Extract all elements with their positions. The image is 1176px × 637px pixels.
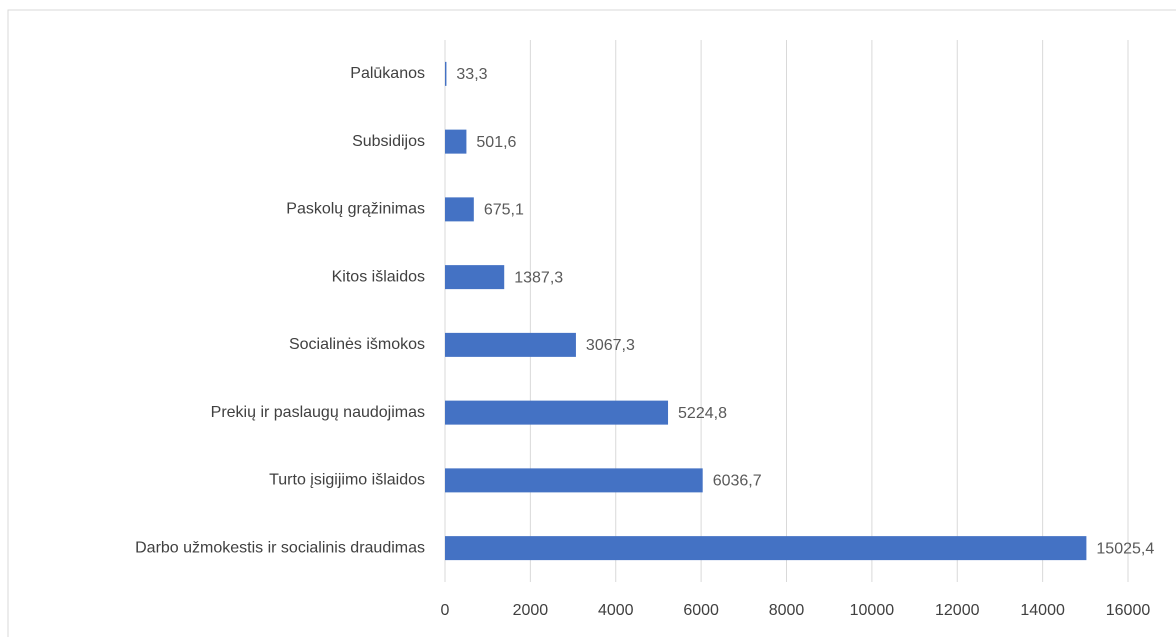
bar: [445, 468, 703, 493]
bar: [445, 129, 467, 154]
y-tick-label: Turto įsigijimo išlaidos: [269, 472, 425, 489]
bar: [445, 265, 505, 290]
y-tick-label: Paskolų grąžinimas: [286, 201, 425, 218]
value-label: 33,3: [456, 66, 487, 83]
value-label: 6036,7: [713, 473, 762, 490]
x-tick-label: 2000: [513, 602, 549, 619]
y-tick-label: Socialinės išmokos: [289, 336, 425, 353]
x-tick-label: 16000: [1106, 602, 1151, 619]
value-label: 3067,3: [586, 337, 635, 354]
value-label: 675,1: [484, 202, 524, 219]
y-tick-label: Prekių ir paslaugų naudojimas: [211, 404, 425, 421]
x-tick-label: 8000: [769, 602, 805, 619]
bar: [445, 197, 474, 222]
x-tick-label: 12000: [935, 602, 980, 619]
y-tick-label: Subsidijos: [352, 133, 425, 150]
value-label: 501,6: [476, 134, 516, 151]
y-tick-label: Kitos išlaidos: [332, 268, 425, 285]
value-label: 1387,3: [514, 269, 563, 286]
x-tick-label: 0: [441, 602, 450, 619]
chart-frame: [7, 9, 1176, 637]
x-tick-label: 10000: [850, 602, 895, 619]
bar: [445, 400, 669, 425]
bar: [445, 61, 447, 86]
value-label: 5224,8: [678, 405, 727, 422]
bar: [445, 536, 1087, 561]
x-tick-label: 14000: [1020, 602, 1065, 619]
value-label: 15025,4: [1096, 540, 1154, 557]
x-tick-label: 6000: [683, 602, 719, 619]
bar: [445, 332, 576, 357]
y-tick-label: Darbo užmokestis ir socialinis draudimas: [135, 539, 425, 556]
x-tick-label: 4000: [598, 602, 634, 619]
y-tick-label: Palūkanos: [350, 65, 425, 82]
